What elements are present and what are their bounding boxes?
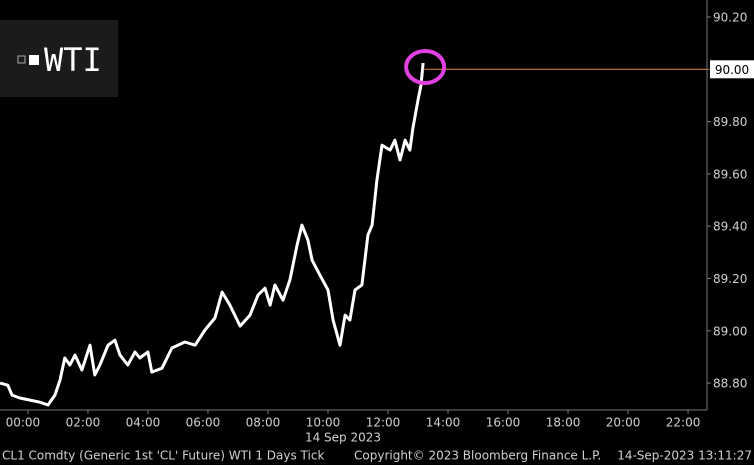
y-tick-label: 88.80: [713, 377, 747, 391]
copyright: Copyright© 2023 Bloomberg Finance L.P.: [354, 449, 601, 463]
price-line: [0, 62, 425, 407]
y-tick-label: 90.20: [713, 10, 747, 24]
x-tick-label: 00:00: [6, 416, 41, 430]
y-tick-label: 89.00: [713, 324, 747, 338]
last-value-box: [710, 60, 754, 79]
legend-swatch: [29, 55, 39, 65]
x-tick-label: 16:00: [486, 416, 521, 430]
x-tick-label: 10:00: [306, 416, 341, 430]
highlight-circle: [404, 49, 447, 86]
y-tick-label: 89.60: [713, 167, 747, 181]
x-tick-label: 08:00: [246, 416, 281, 430]
legend-icon: [17, 55, 26, 64]
y-tick-label: 89.20: [713, 272, 747, 286]
date-label: 14 Sep 2023: [305, 431, 381, 445]
x-tick-label: 02:00: [66, 416, 101, 430]
x-tick-label: 20:00: [606, 416, 641, 430]
y-tick-label: 89.40: [713, 220, 747, 234]
x-tick-label: 12:00: [366, 416, 401, 430]
timestamp: 14-Sep-2023 13:11:27: [617, 449, 752, 463]
legend-box: [0, 20, 118, 97]
legend-label: WTI: [44, 41, 102, 79]
x-tick-label: 06:00: [186, 416, 221, 430]
x-tick-label: 04:00: [126, 416, 161, 430]
x-tick-label: 18:00: [546, 416, 581, 430]
x-tick-label: 14:00: [426, 416, 461, 430]
y-tick-label: 89.80: [713, 115, 747, 129]
legend: WTI: [0, 20, 118, 97]
y-tick-label: 90.00: [715, 63, 749, 77]
source: CL1 Comdty (Generic 1st 'CL' Future) WTI…: [2, 449, 324, 463]
x-tick-label: 22:00: [666, 416, 701, 430]
